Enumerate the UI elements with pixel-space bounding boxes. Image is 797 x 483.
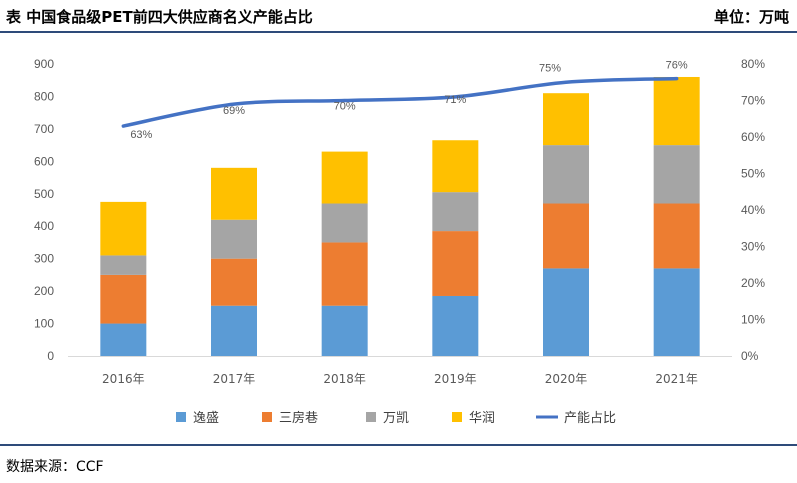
x-tick-1: 2017年 [213,372,256,386]
legend-swatch-华润 [452,412,462,422]
bar-逸盛-2016年 [100,323,147,356]
bar-万凯-2017年 [211,219,257,259]
line-label-2: 70% [334,101,356,113]
line-label-4: 75% [539,62,561,74]
legend-label-万凯: 万凯 [383,411,409,426]
bar-逸盛-2020年 [543,268,589,356]
y-right-tick-2: 20% [741,276,765,290]
y-right-tick-3: 30% [741,240,765,254]
y-right-tick-4: 40% [741,203,765,217]
line-label-0: 63% [130,129,152,141]
bar-三房巷-2016年 [100,274,147,324]
y-left-tick-0: 0 [47,349,54,363]
y-axis-right: 0% 10% 20% 30% 40% 50% 60% 70% 80% [741,57,765,363]
bar-华润-2017年 [211,167,257,220]
share-line-path [121,76,679,128]
bars [100,76,700,356]
y-right-tick-8: 80% [741,57,765,71]
legend-swatch-万凯 [366,412,376,422]
line-label-3: 71% [444,94,466,106]
y-left-tick-3: 300 [34,252,54,266]
y-right-tick-7: 70% [741,94,765,108]
y-right-tick-5: 50% [741,167,765,181]
y-left-tick-4: 400 [34,219,54,233]
bar-万凯-2016年 [100,255,147,275]
y-left-tick-2: 200 [34,284,54,298]
unit-label: 单位：万吨 [713,8,789,26]
legend-label-产能占比: 产能占比 [564,411,616,426]
source-note: 数据来源：CCF [6,459,104,475]
bar-逸盛-2019年 [432,295,479,356]
bar-逸盛-2021年 [653,268,700,356]
bar-万凯-2021年 [653,145,700,204]
bar-逸盛-2018年 [321,305,368,356]
y-axis-left: 0 100 200 300 400 500 600 700 800 900 [34,57,54,363]
legend-swatch-三房巷 [262,412,272,422]
y-left-tick-5: 500 [34,187,54,201]
y-left-tick-7: 700 [34,122,54,136]
bar-华润-2016年 [100,201,147,256]
x-tick-2: 2018年 [323,372,366,386]
bar-三房巷-2021年 [653,203,700,269]
share-line: 63% 69% 70% 71% 75% 76% [121,60,688,141]
y-left-tick-9: 900 [34,57,54,71]
y-right-tick-0: 0% [741,349,759,363]
x-axis-ticks: 2016年 2017年 2018年 2019年 2020年 2021年 [102,372,698,386]
bar-三房巷-2020年 [543,203,589,269]
line-label-1: 69% [223,105,245,117]
bar-三房巷-2019年 [432,231,479,296]
y-left-tick-8: 800 [34,89,54,103]
x-tick-3: 2019年 [434,372,477,386]
bar-华润-2019年 [432,140,479,193]
chart: 0 100 200 300 400 500 600 700 800 900 0% 10% 20% 30%… [34,57,765,426]
legend-label-华润: 华润 [469,411,495,426]
bar-华润-2021年 [653,76,700,146]
bottom-rule [0,444,797,446]
legend-label-逸盛: 逸盛 [193,411,219,426]
bar-三房巷-2018年 [321,242,368,306]
top-rule [0,31,797,33]
bar-万凯-2018年 [321,203,368,243]
y-right-tick-6: 60% [741,130,765,144]
bar-华润-2018年 [321,151,368,204]
legend: 逸盛 三房巷 万凯 华润 产能占比 [176,410,616,426]
legend-label-三房巷: 三房巷 [279,410,318,426]
bar-万凯-2019年 [432,192,479,232]
y-left-tick-6: 600 [34,154,54,168]
x-tick-4: 2020年 [545,372,588,386]
chart-title: 表 中国食品级PET前四大供应商名义产能占比 [6,8,313,26]
y-left-tick-1: 100 [34,317,54,331]
x-tick-5: 2021年 [655,372,698,386]
y-right-tick-1: 10% [741,313,765,327]
bar-万凯-2020年 [543,145,589,204]
bar-三房巷-2017年 [211,258,257,306]
legend-swatch-逸盛 [176,412,186,422]
x-tick-0: 2016年 [102,372,145,386]
line-label-5: 76% [666,60,688,72]
bar-逸盛-2017年 [211,305,257,356]
bar-华润-2020年 [543,93,589,146]
